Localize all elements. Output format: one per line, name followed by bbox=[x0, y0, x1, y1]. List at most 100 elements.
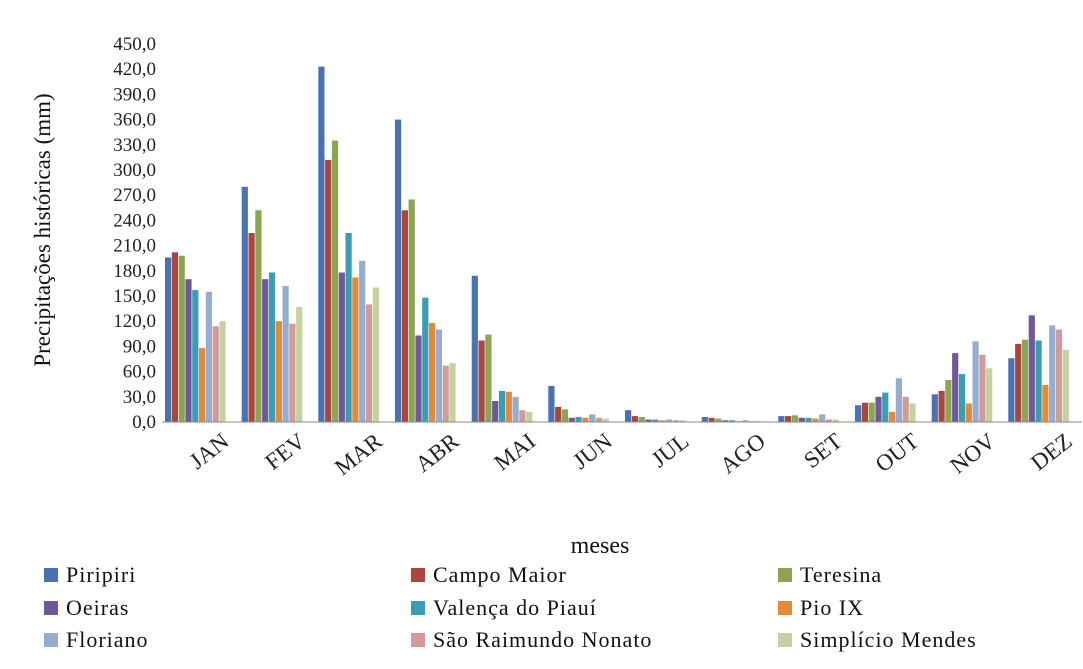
legend-swatch bbox=[44, 601, 58, 615]
bar bbox=[979, 354, 986, 422]
bar bbox=[248, 233, 255, 422]
bar bbox=[1008, 358, 1015, 422]
y-tick-label: 240,0 bbox=[113, 210, 156, 231]
bar bbox=[575, 417, 582, 422]
y-tick-label: 90,0 bbox=[123, 336, 156, 357]
bar bbox=[589, 414, 596, 422]
bar bbox=[679, 420, 686, 422]
legend-swatch bbox=[44, 568, 58, 582]
bar bbox=[728, 420, 736, 422]
legend-label: Campo Maior bbox=[433, 562, 567, 587]
y-tick-label: 420,0 bbox=[113, 59, 156, 80]
bar bbox=[631, 416, 638, 422]
bar bbox=[192, 290, 199, 422]
bar bbox=[478, 340, 485, 422]
bar bbox=[555, 406, 562, 422]
x-tick-label: MAI bbox=[489, 428, 540, 475]
y-tick-label: 450,0 bbox=[113, 34, 156, 55]
bar bbox=[909, 403, 916, 422]
x-tick-label: JUN bbox=[568, 428, 617, 474]
bar bbox=[352, 277, 359, 422]
x-tick-label: OUT bbox=[871, 428, 924, 477]
bar bbox=[435, 329, 442, 422]
y-tick-label: 0,0 bbox=[132, 412, 156, 433]
bar bbox=[1062, 349, 1069, 422]
bar bbox=[938, 390, 945, 422]
bar bbox=[318, 66, 325, 422]
y-tick-label: 150,0 bbox=[113, 286, 156, 307]
bar bbox=[1021, 339, 1029, 422]
bar bbox=[625, 410, 632, 422]
bar bbox=[595, 417, 603, 422]
y-tick-label: 330,0 bbox=[113, 135, 156, 156]
bar bbox=[832, 419, 839, 422]
x-tick-label: MAR bbox=[330, 428, 387, 480]
bar bbox=[798, 417, 805, 422]
bar bbox=[199, 348, 206, 422]
y-tick-label: 270,0 bbox=[113, 185, 156, 206]
bar bbox=[855, 405, 862, 422]
bar bbox=[861, 402, 868, 422]
bar bbox=[889, 411, 896, 422]
bar bbox=[665, 419, 672, 422]
y-tick-label: 60,0 bbox=[123, 362, 156, 383]
bar bbox=[325, 159, 332, 422]
bar bbox=[652, 419, 659, 422]
bar bbox=[986, 368, 993, 422]
legend-label: Floriano bbox=[66, 627, 149, 652]
legend-swatch bbox=[778, 568, 792, 582]
x-tick-label: JUL bbox=[647, 428, 694, 472]
bar bbox=[965, 403, 972, 422]
bar bbox=[422, 297, 429, 422]
bar bbox=[778, 416, 785, 422]
bar bbox=[415, 335, 422, 422]
bar bbox=[742, 420, 749, 422]
bar bbox=[812, 418, 819, 422]
legend-swatch bbox=[778, 601, 792, 615]
bar bbox=[1015, 343, 1022, 422]
bar bbox=[895, 378, 902, 422]
bar bbox=[268, 272, 276, 422]
bar bbox=[548, 385, 555, 422]
bar bbox=[952, 353, 959, 422]
bar bbox=[672, 420, 679, 422]
y-tick-label: 30,0 bbox=[123, 387, 156, 408]
bar bbox=[338, 272, 345, 422]
bar bbox=[505, 391, 512, 422]
bar bbox=[171, 252, 178, 422]
legend-swatch bbox=[778, 633, 792, 647]
bar bbox=[602, 418, 609, 422]
bar bbox=[715, 418, 722, 422]
x-tick-label: AGO bbox=[715, 428, 770, 478]
y-tick-label: 390,0 bbox=[113, 84, 156, 105]
bar bbox=[701, 417, 708, 422]
x-tick-labels: JAN FEV MAR ABR MAI JUN JUL AGO SET OUT NOV DEZ bbox=[185, 428, 1077, 480]
bar bbox=[931, 394, 938, 422]
bar bbox=[785, 416, 792, 422]
bar bbox=[492, 401, 499, 422]
y-axis-label: Precipitações históricas (mm) bbox=[30, 93, 55, 366]
bar bbox=[471, 275, 478, 422]
bar bbox=[972, 341, 979, 422]
bar bbox=[212, 326, 219, 422]
bar bbox=[401, 210, 408, 422]
legend-label: Simplício Mendes bbox=[800, 627, 977, 652]
legend-swatch bbox=[411, 633, 425, 647]
bar bbox=[289, 323, 296, 422]
bar bbox=[241, 186, 248, 422]
y-tick-labels: 0,0 30,0 60,0 90,0 120,0 150,0 180,0 210,0 240,0… bbox=[113, 34, 156, 433]
bar bbox=[485, 334, 492, 422]
bar bbox=[275, 321, 282, 422]
bar bbox=[359, 260, 366, 422]
bar bbox=[255, 210, 262, 422]
bar bbox=[825, 419, 833, 422]
bar bbox=[868, 402, 875, 422]
bar bbox=[875, 396, 882, 422]
y-tick-label: 300,0 bbox=[113, 160, 156, 181]
x-tick-label: SET bbox=[799, 428, 847, 473]
x-axis-label: meses bbox=[571, 533, 630, 559]
legend-label: Oeiras bbox=[66, 595, 129, 620]
bar bbox=[791, 415, 799, 422]
legend: Piripiri Campo Maior Teresina Oeiras Valença… bbox=[44, 562, 977, 652]
legend-swatch bbox=[411, 568, 425, 582]
